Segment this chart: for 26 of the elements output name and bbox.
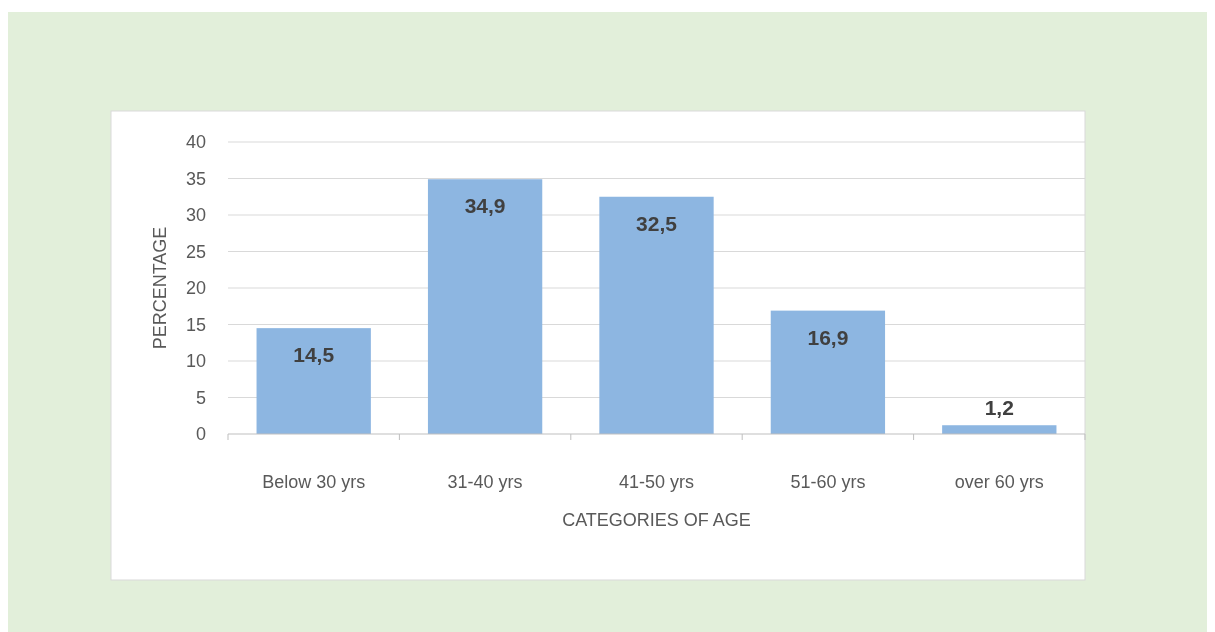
y-tick-label: 40: [185, 132, 206, 153]
bar: [942, 425, 1057, 434]
x-tick-label: 41-50 yrs: [618, 472, 695, 492]
bar: [599, 196, 714, 434]
x-tick-label: 51-60 yrs: [790, 472, 866, 492]
y-tick-label: 30: [185, 205, 206, 226]
bar: [427, 179, 543, 434]
bar: [770, 310, 886, 434]
data-label: 34,9: [464, 194, 506, 218]
y-tick-label: 20: [185, 278, 206, 299]
y-tick-label: 35: [185, 168, 206, 189]
data-label: 32,5: [636, 211, 678, 235]
x-tick-label: Below 30 yrs: [262, 472, 366, 492]
x-axis-title: CATEGORIES OF AGE: [562, 510, 751, 530]
x-tick-label: 31-40 yrs: [447, 472, 523, 492]
data-label: 16,9: [807, 325, 849, 349]
x-tick-label: over 60 yrs: [954, 472, 1044, 492]
y-tick-label: 10: [185, 351, 206, 372]
data-label: 1,2: [984, 396, 1014, 420]
y-tick-label: 15: [185, 314, 206, 335]
y-tick-label: 0: [195, 424, 206, 445]
data-label: 14,5: [293, 343, 335, 367]
y-tick-label: 5: [195, 387, 206, 408]
y-tick-label: 25: [185, 241, 206, 262]
y-axis-title: PERCENTAGE: [150, 226, 170, 350]
bar: [256, 328, 371, 434]
